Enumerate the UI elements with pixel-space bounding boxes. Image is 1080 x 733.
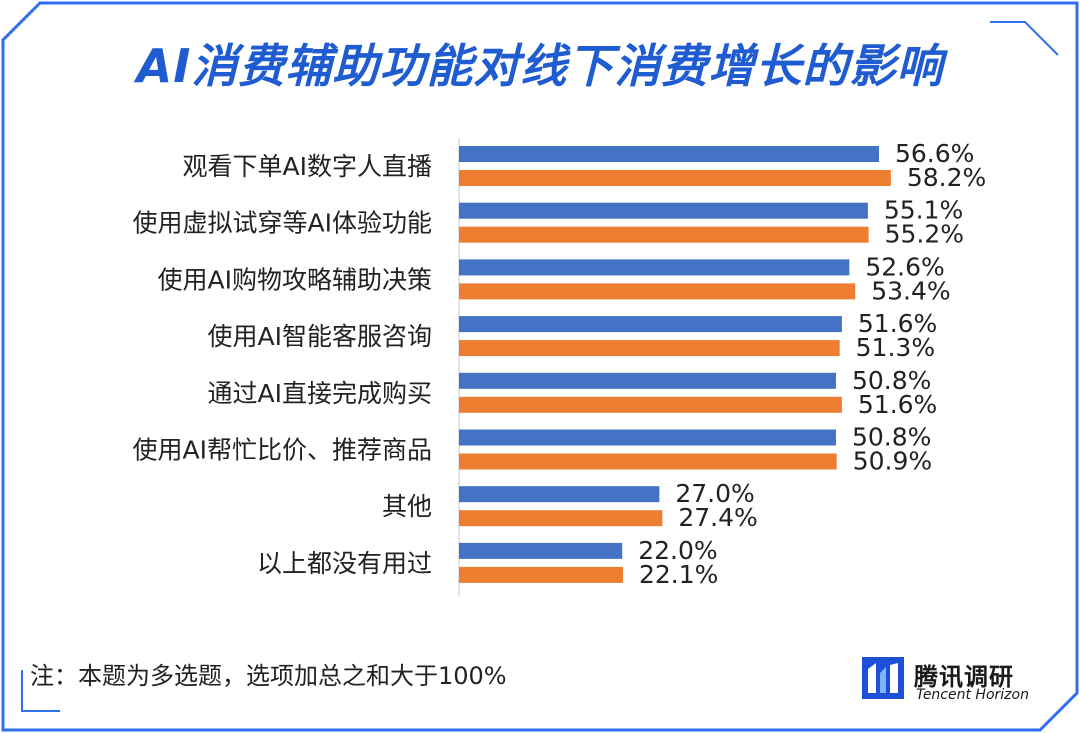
bar-series-2 [459, 566, 623, 583]
bar-series-2 [459, 226, 869, 243]
bar-series-2 [459, 396, 842, 413]
value-label: 50.8% [852, 366, 931, 395]
bar-series-1 [459, 372, 836, 389]
value-label: 58.2% [907, 163, 986, 192]
category-label: 观看下单AI数字人直播 [183, 152, 432, 181]
bar-series-1 [459, 316, 842, 333]
category-label: 使用虚拟试穿等AI体验功能 [133, 209, 432, 238]
brand-name-cn: 腾讯调研 [914, 663, 1014, 691]
bar-series-2 [459, 453, 837, 470]
value-label: 53.4% [871, 276, 950, 305]
value-label: 27.0% [675, 479, 754, 508]
bar-series-2 [459, 510, 663, 527]
bar-series-2 [459, 170, 891, 186]
footnote: 注：本题为多选题，选项加总之和大于100% [30, 662, 507, 690]
value-label: 22.0% [638, 536, 717, 565]
value-label: 55.1% [884, 196, 963, 225]
tencent-horizon-logo-icon [862, 657, 904, 699]
category-label: 以上都没有用过 [257, 549, 432, 578]
value-label: 56.6% [895, 139, 974, 168]
category-label: 其他 [382, 492, 432, 521]
value-label: 50.9% [853, 447, 932, 476]
brand-block: 腾讯调研 Tencent Horizon [862, 655, 1052, 705]
value-label: 51.6% [858, 309, 937, 338]
bar-series-2 [459, 283, 856, 300]
value-label: 22.1% [639, 560, 718, 589]
category-label: 使用AI购物攻略辅助决策 [158, 265, 432, 294]
value-label: 50.8% [852, 423, 931, 452]
value-label: 27.4% [678, 503, 757, 532]
category-label: 使用AI智能客服咨询 [208, 322, 432, 351]
bar-series-1 [459, 259, 850, 276]
bar-series-1 [459, 429, 836, 446]
bar-series-1 [459, 542, 623, 559]
category-label: 使用AI帮忙比价、推荐商品 [133, 436, 432, 465]
value-label: 51.3% [856, 333, 935, 362]
value-label: 51.6% [858, 390, 937, 419]
bar-series-1 [459, 202, 868, 219]
chart-title: AI消费辅助功能对线下消费增长的影响 [136, 39, 944, 93]
bar-series-2 [459, 340, 840, 357]
category-label: 通过AI直接完成购买 [208, 379, 432, 408]
value-label: 55.2% [885, 220, 964, 249]
bar-series-1 [459, 486, 660, 503]
brand-name-en: Tencent Horizon [916, 687, 1029, 703]
bar-series-1 [459, 146, 879, 162]
value-label: 52.6% [865, 252, 944, 281]
